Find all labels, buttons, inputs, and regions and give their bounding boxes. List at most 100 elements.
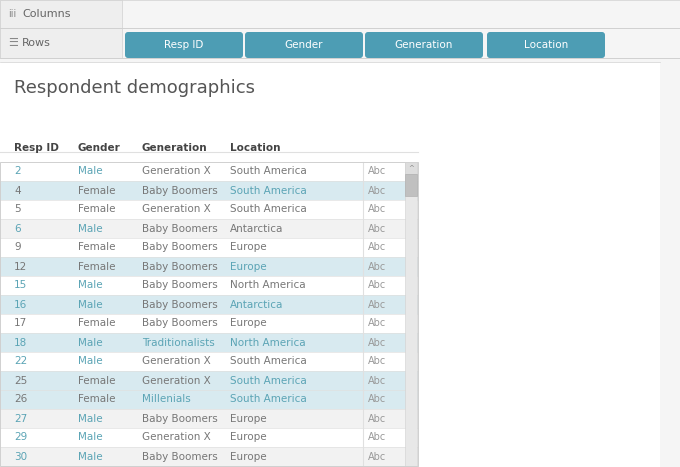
Text: Europe: Europe [230,318,267,328]
Bar [0,28,122,58]
Text: Male: Male [78,167,103,177]
Text: Antarctica: Antarctica [230,224,284,234]
Text: Europe: Europe [230,432,267,443]
Text: Female: Female [78,375,116,385]
Bar [0,352,418,371]
Text: 17: 17 [14,318,27,328]
Text: Male: Male [78,338,103,347]
FancyBboxPatch shape [365,32,483,58]
Text: Abc: Abc [368,262,386,271]
Text: Abc: Abc [368,432,386,443]
Text: Respondent demographics: Respondent demographics [14,79,255,97]
Text: Baby Boomers: Baby Boomers [142,299,218,310]
Text: Abc: Abc [368,281,386,290]
Text: Baby Boomers: Baby Boomers [142,242,218,253]
Text: Europe: Europe [230,452,267,461]
Text: Male: Male [78,452,103,461]
Text: Generation X: Generation X [142,375,211,385]
Bar [0,447,418,466]
Text: Abc: Abc [368,338,386,347]
Text: 9: 9 [14,242,20,253]
Text: Abc: Abc [368,205,386,214]
Text: Abc: Abc [368,185,386,196]
Text: Abc: Abc [368,318,386,328]
Text: South America: South America [230,167,307,177]
Bar [0,200,418,219]
Text: Abc: Abc [368,224,386,234]
Text: Columns: Columns [22,9,71,19]
Text: Europe: Europe [230,262,267,271]
Text: Generation X: Generation X [142,205,211,214]
Text: 26: 26 [14,395,27,404]
Text: Location: Location [524,40,568,50]
Text: South America: South America [230,356,307,367]
Bar [0,257,418,276]
Bar [405,162,417,466]
Text: Baby Boomers: Baby Boomers [142,452,218,461]
Text: Female: Female [78,205,116,214]
Bar [0,409,418,428]
Bar [0,28,680,58]
Text: Abc: Abc [368,413,386,424]
FancyBboxPatch shape [125,32,243,58]
Text: Gender: Gender [78,143,121,153]
Text: 2: 2 [14,167,20,177]
Text: South America: South America [230,395,307,404]
Text: Female: Female [78,395,116,404]
Bar [405,174,417,196]
Text: 22: 22 [14,356,27,367]
Text: Generation X: Generation X [142,432,211,443]
Text: Baby Boomers: Baby Boomers [142,318,218,328]
Text: Baby Boomers: Baby Boomers [142,262,218,271]
Text: South America: South America [230,205,307,214]
FancyBboxPatch shape [245,32,363,58]
Text: 15: 15 [14,281,27,290]
Text: Resp ID: Resp ID [14,143,59,153]
Bar [0,371,418,390]
Text: Abc: Abc [368,395,386,404]
Text: 30: 30 [14,452,27,461]
Bar [405,162,417,174]
Text: Europe: Europe [230,242,267,253]
Text: South America: South America [230,185,307,196]
Text: 4: 4 [14,185,20,196]
Text: Abc: Abc [368,299,386,310]
Text: ☰: ☰ [8,38,18,48]
Text: Abc: Abc [368,356,386,367]
Bar [0,276,418,295]
Text: 29: 29 [14,432,27,443]
Text: Female: Female [78,262,116,271]
Text: 18: 18 [14,338,27,347]
Text: Male: Male [78,299,103,310]
Text: Baby Boomers: Baby Boomers [142,413,218,424]
Text: South America: South America [230,375,307,385]
Bar [0,333,418,352]
Text: North America: North America [230,281,305,290]
Text: Generation: Generation [395,40,453,50]
Text: Male: Male [78,432,103,443]
Bar [0,219,418,238]
Text: 12: 12 [14,262,27,271]
Text: Rows: Rows [22,38,51,48]
Text: 16: 16 [14,299,27,310]
Text: Europe: Europe [230,413,267,424]
Text: 25: 25 [14,375,27,385]
Text: ^: ^ [408,165,414,171]
Text: Generation X: Generation X [142,167,211,177]
Text: Male: Male [78,224,103,234]
Text: Location: Location [230,143,280,153]
Text: Antarctica: Antarctica [230,299,284,310]
Text: Baby Boomers: Baby Boomers [142,185,218,196]
Text: Abc: Abc [368,452,386,461]
Bar [0,314,418,333]
Text: Gender: Gender [285,40,323,50]
Text: Male: Male [78,281,103,290]
Bar [0,238,418,257]
Text: Male: Male [78,356,103,367]
FancyBboxPatch shape [487,32,605,58]
Text: Female: Female [78,318,116,328]
Bar [0,62,660,467]
Bar [0,0,122,28]
Bar [0,162,418,181]
Text: Traditionalists: Traditionalists [142,338,215,347]
